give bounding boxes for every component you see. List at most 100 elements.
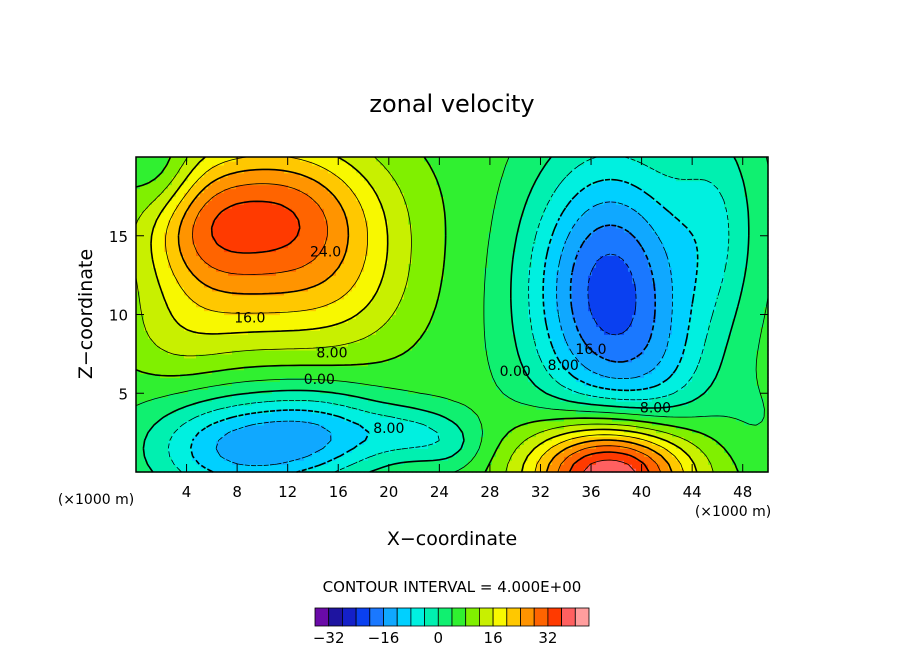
heat-cell [176,184,181,190]
heat-cell [300,188,305,194]
heat-cell [184,428,189,434]
heat-cell [180,200,185,205]
heat-cell [156,464,161,469]
heat-cell [164,279,169,284]
heat-cell [260,318,265,323]
heat-cell [208,231,213,237]
heat-cell [344,330,349,335]
heat-cell [244,235,249,241]
heat-cell [188,267,193,272]
heat-cell [272,286,277,292]
heat-cell [356,271,361,276]
heat-cell [200,452,205,457]
heat-cell [160,385,165,390]
heat-cell [140,290,145,296]
heat-cell [240,397,245,402]
heat-cell [160,259,165,264]
heat-cell [220,444,225,449]
heat-cell [224,196,229,201]
heat-cell [156,180,161,186]
heat-cell [156,302,161,308]
heat-cell [176,393,181,398]
heat-cell [160,397,165,402]
heat-cell [288,255,293,260]
heat-cell [176,267,181,272]
heat-cell [356,298,361,304]
heat-cell [236,157,241,162]
heat-cell [324,381,329,386]
heat-cell [376,424,381,430]
heat-cell [380,216,385,221]
heat-cell [376,259,381,264]
heat-cell [148,212,153,217]
heat-cell [204,286,209,292]
heat-cell [268,361,273,367]
heat-cell [368,314,373,320]
heat-cell [280,263,285,268]
heat-cell [248,259,253,264]
heat-cell [376,420,381,426]
heat-cell [160,432,165,438]
heat-cell [136,397,141,402]
heat-cell [268,468,273,473]
heat-cell [244,361,249,367]
heat-cell [296,180,301,186]
heat-cell [284,231,289,237]
heat-cell [380,251,385,257]
heat-cell [136,385,141,390]
heat-cell [332,164,337,170]
heat-cell [288,318,293,323]
heat-cell [328,377,333,383]
heat-cell [172,263,177,268]
heat-cell [260,286,265,292]
heat-cell [356,302,361,308]
heat-cell [308,330,313,335]
heat-cell [376,397,381,402]
heat-cell [172,416,177,422]
heat-cell [364,373,369,379]
heat-cell [272,357,277,363]
heat-cell [180,349,185,355]
heat-cell [304,164,309,170]
heat-cell [276,432,281,438]
heat-cell [300,208,305,213]
heat-cell [320,318,325,323]
heat-cell [148,188,153,194]
heat-cell [196,346,201,351]
heat-cell [220,310,225,316]
heat-cell [200,263,205,268]
heat-cell [280,164,285,170]
heat-cell [368,184,373,190]
heat-cell [292,318,297,323]
heat-cell [148,365,153,371]
heat-cell [280,464,285,469]
heat-cell [268,381,273,386]
heat-cell [180,196,185,201]
heat-cell [320,456,325,461]
heat-cell [144,424,149,430]
heat-cell [344,255,349,260]
heat-cell [336,424,341,430]
heat-cell [224,412,229,418]
heat-cell [152,349,157,355]
heat-cell [360,373,365,379]
heat-cell [328,231,333,237]
heat-cell [216,456,221,461]
heat-cell [208,243,213,249]
heat-cell [192,247,197,253]
heat-cell [200,409,205,414]
heat-cell [208,200,213,205]
heat-cell [180,279,185,284]
heat-cell [284,416,289,422]
heat-cell [324,298,329,304]
heat-cell [216,283,221,288]
heat-cell [224,263,229,268]
heat-cell [280,204,285,209]
heat-cell [196,263,201,268]
heat-cell [368,393,373,398]
heat-cell [236,428,241,434]
heat-cell [196,231,201,237]
heat-cell [272,373,277,379]
heat-cell [368,239,373,245]
heat-cell [184,452,189,457]
